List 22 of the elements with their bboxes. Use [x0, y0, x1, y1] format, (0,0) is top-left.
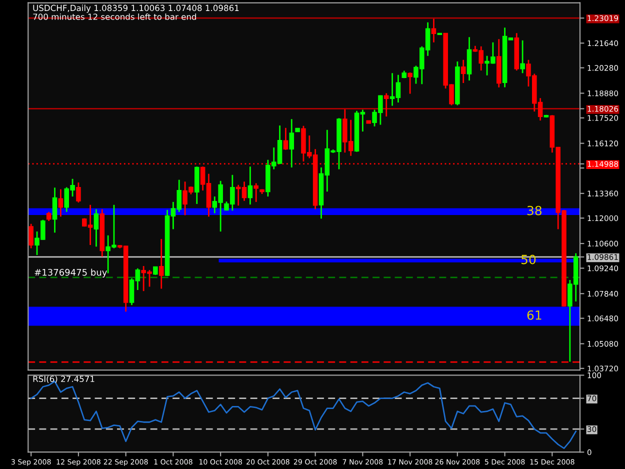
candlestick: [248, 166, 253, 206]
candlestick: [520, 40, 525, 74]
candlestick: [94, 208, 99, 248]
candlestick: [76, 182, 81, 204]
candlestick: [408, 72, 412, 94]
band-label: 61: [527, 310, 542, 320]
candlestick: [384, 92, 389, 118]
candlestick: [254, 182, 258, 203]
candlestick: [46, 211, 52, 222]
candlestick: [466, 36, 472, 82]
candlestick: [431, 18, 436, 44]
candlestick: [158, 238, 164, 290]
chart-title: USDCHF,Daily 1.08359 1.10063 1.07408 1.09861: [33, 4, 239, 13]
band-label: 38: [527, 206, 542, 216]
candlestick: [289, 118, 294, 168]
candlestick: [58, 188, 64, 218]
candlestick: [52, 186, 58, 234]
candlestick: [28, 223, 34, 249]
ref-line-label: #13769475 buy: [34, 268, 107, 278]
candlestick: [283, 127, 288, 151]
candlestick: [460, 59, 466, 84]
chart-title: RSI(6) 27.4571: [33, 376, 94, 384]
